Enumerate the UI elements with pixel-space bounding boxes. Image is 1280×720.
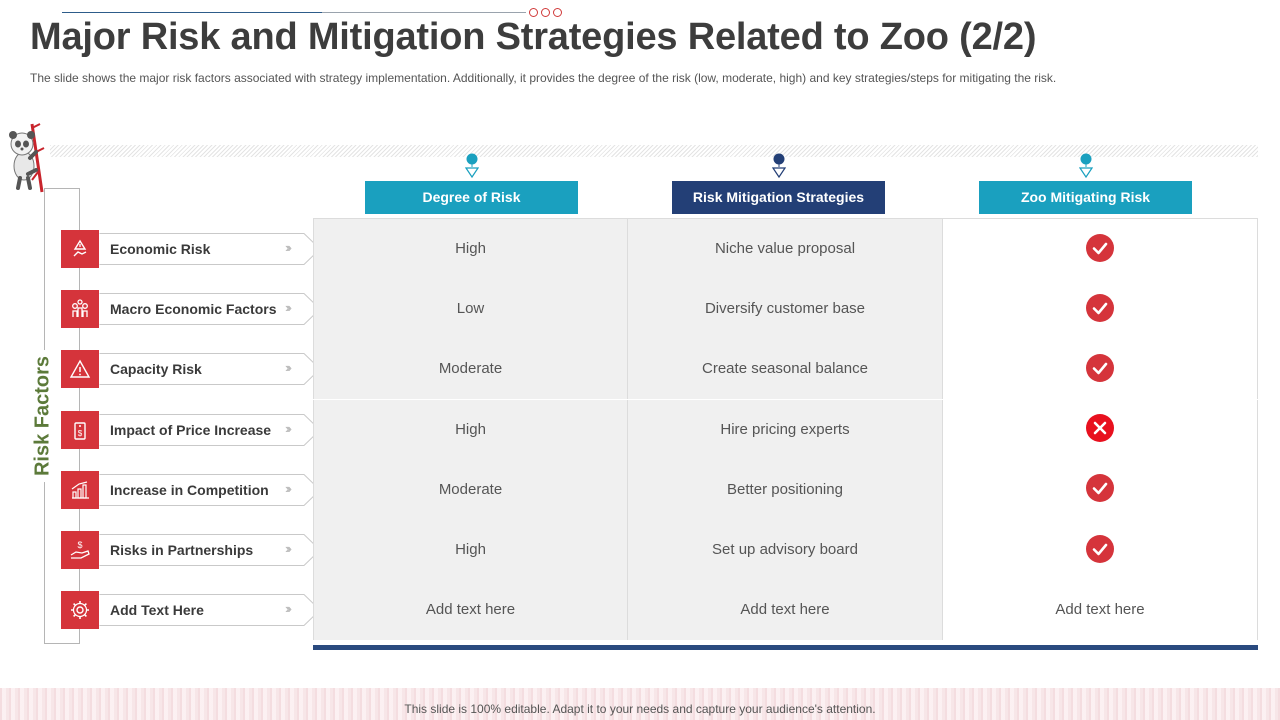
location-pin-icon <box>1079 153 1093 179</box>
strategy-cell: Niche value proposal <box>628 219 943 279</box>
column-header-strategies: Risk Mitigation Strategies <box>672 181 885 214</box>
svg-text:$: $ <box>78 429 83 438</box>
check-icon <box>1086 474 1114 503</box>
risk-factor-label: Impact of Price Increase <box>110 421 272 438</box>
risk-factor-item: Increase in Competition ››› <box>61 470 321 509</box>
risk-factor-label: Increase in Competition <box>110 481 269 498</box>
zoo-mitigating-cell: Add text here <box>943 580 1258 641</box>
chevrons-icon: ››› <box>285 360 292 376</box>
strategy-cell: Create seasonal balance <box>628 339 943 400</box>
footer-note: This slide is 100% editable. Adapt it to… <box>404 702 876 716</box>
zoo-mitigating-cell <box>943 279 1258 340</box>
panda-icon <box>9 123 45 193</box>
table-row: Add text here Add text here Add text here <box>313 580 1258 641</box>
zoo-mitigating-cell <box>943 339 1258 400</box>
chevrons-icon: ››› <box>285 601 292 617</box>
chevrons-icon: ››› <box>285 240 292 255</box>
bar-chart-icon <box>61 470 99 509</box>
table-row: High Set up advisory board <box>313 520 1258 580</box>
top-rule-right <box>452 12 526 13</box>
strategy-cell: Diversify customer base <box>628 279 943 340</box>
table-row: Moderate Create seasonal balance <box>313 339 1258 400</box>
hatched-divider <box>50 145 1258 157</box>
risk-factor-label: Economic Risk <box>110 241 211 257</box>
table-row: High Hire pricing experts <box>313 399 1258 460</box>
strategy-cell: Set up advisory board <box>628 520 943 580</box>
risk-factors-label: Risk Factors <box>31 349 55 483</box>
column-header-degree: Degree of Risk <box>365 181 578 214</box>
gear-icon <box>61 591 99 630</box>
risk-table: High Niche value proposal Low Diversify cus… <box>313 218 1258 641</box>
degree-cell: High <box>313 399 628 460</box>
hand-warning-icon <box>61 230 99 268</box>
zoo-mitigating-cell <box>943 219 1258 279</box>
risk-factor-item: $ Impact of Price Increase ››› <box>61 410 321 449</box>
hand-dollar-icon: $ <box>61 531 99 569</box>
risk-factor-label: Capacity Risk <box>110 361 202 378</box>
risk-factor-item: Capacity Risk ››› <box>61 350 321 389</box>
location-pin-icon <box>465 153 479 179</box>
zoo-mitigating-cell <box>943 459 1258 520</box>
top-rule-accent <box>62 12 322 13</box>
top-dots <box>529 8 562 17</box>
table-bottom-bar <box>313 645 1258 650</box>
check-icon <box>1086 534 1114 563</box>
chevrons-icon: ››› <box>285 541 292 556</box>
price-tag-icon: $ <box>61 410 99 449</box>
warning-triangle-icon <box>61 350 99 389</box>
strategy-cell: Add text here <box>628 580 943 641</box>
risk-factor-item: Macro Economic Factors ››› <box>61 290 321 329</box>
svg-text:$: $ <box>77 540 82 550</box>
chevrons-icon: ››› <box>285 420 292 436</box>
table-row: High Niche value proposal <box>313 219 1258 279</box>
check-icon <box>1086 233 1114 262</box>
column-header-zoo-mitigating: Zoo Mitigating Risk <box>979 181 1192 214</box>
zoo-mitigating-cell <box>943 520 1258 580</box>
page-title: Major Risk and Mitigation Strategies Rel… <box>30 16 1037 58</box>
chevrons-icon: ››› <box>285 480 292 496</box>
risk-factor-item: $ Risks in Partnerships ››› <box>61 531 321 569</box>
people-coins-icon <box>61 290 99 329</box>
risk-factor-item: Economic Risk ››› <box>61 230 321 268</box>
strategy-cell: Better positioning <box>628 459 943 520</box>
table-row: Low Diversify customer base <box>313 279 1258 340</box>
risk-factor-label: Risks in Partnerships <box>110 542 254 558</box>
degree-cell: High <box>313 520 628 580</box>
chevrons-icon: ››› <box>285 300 292 316</box>
degree-cell: High <box>313 219 628 279</box>
degree-cell: Moderate <box>313 339 628 400</box>
risk-factor-label: Macro Economic Factors <box>110 301 277 318</box>
risk-factor-item: Add Text Here ››› <box>61 591 321 630</box>
degree-cell: Low <box>313 279 628 340</box>
zoo-mitigating-text: Add text here <box>1055 601 1145 619</box>
degree-cell: Add text here <box>313 580 628 641</box>
check-icon <box>1086 293 1114 322</box>
footer-decoration <box>0 688 1280 720</box>
strategy-cell: Hire pricing experts <box>628 399 943 460</box>
page-subtitle: The slide shows the major risk factors a… <box>30 71 1057 85</box>
check-icon <box>1086 353 1114 382</box>
cross-icon <box>1086 414 1114 443</box>
zoo-mitigating-cell <box>943 399 1258 460</box>
risk-factor-label: Add Text Here <box>110 602 204 619</box>
degree-cell: Moderate <box>313 459 628 520</box>
location-pin-icon <box>772 153 786 179</box>
table-row: Moderate Better positioning <box>313 459 1258 520</box>
